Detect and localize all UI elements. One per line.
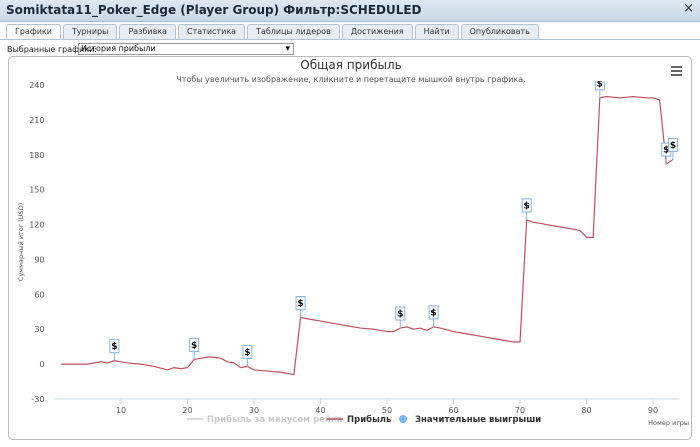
chart-subtitle: Чтобы увеличить изображение, кликните и …: [176, 75, 525, 84]
flag-box: [521, 198, 532, 213]
flag-label: $: [244, 348, 250, 358]
win-flag: $: [521, 198, 532, 220]
x-tick-label: 70: [515, 406, 525, 415]
profit-line: [61, 96, 674, 376]
x-tick-label: 10: [116, 406, 126, 415]
chart-panel: Общая прибыль Чтобы увеличить изображени…: [8, 56, 692, 440]
win-flag: $: [594, 79, 605, 98]
flag-label: $: [111, 342, 117, 352]
flag-box: [594, 81, 605, 91]
x-tick-label: 20: [182, 406, 192, 415]
flag-label: $: [191, 341, 197, 351]
legend-item[interactable]: Значительные выигрыши: [399, 415, 541, 425]
legend-item[interactable]: Прибыль: [327, 414, 391, 425]
chart: Общая прибыль Чтобы увеличить изображени…: [17, 58, 689, 427]
y-tick-label: 150: [29, 186, 44, 195]
y-tick-label: -30: [31, 395, 44, 404]
win-flag: $: [295, 296, 306, 318]
selector-label: Выбранные графики:: [7, 45, 97, 54]
y-tick-label: 210: [29, 116, 44, 125]
title-bar: Somiktata11_Poker_Edge (Player Group) Фи…: [0, 0, 700, 22]
close-button[interactable]: ×: [683, 1, 694, 16]
y-tick-label: 120: [29, 221, 44, 230]
flag-box: [667, 137, 678, 152]
flag-label: $: [430, 308, 436, 318]
legend-label: Прибыль за минусом рейка: [207, 414, 343, 425]
y-tick-label: 60: [34, 290, 44, 299]
menu-bar: [671, 74, 682, 76]
win-flag: $: [667, 137, 678, 160]
menu-bar: [671, 66, 682, 68]
flag-label: $: [397, 310, 403, 320]
tab[interactable]: Найти: [414, 24, 459, 39]
y-axis-label: Суммарный итог (USD): [17, 203, 25, 281]
tab[interactable]: Достижения: [341, 24, 413, 39]
x-tick-label: 60: [448, 406, 458, 415]
win-flag: $: [189, 337, 200, 360]
flag-box: [189, 337, 200, 352]
tab[interactable]: Турниры: [62, 24, 118, 39]
win-flag: $: [428, 305, 439, 327]
flag-label: $: [670, 141, 676, 151]
y-tick-label: 180: [29, 151, 44, 160]
flag-label: $: [663, 146, 669, 156]
flag-box: [395, 306, 406, 321]
flag-label: $: [297, 299, 303, 309]
chart-title: Общая прибыль: [300, 58, 401, 72]
flag-box: [295, 296, 306, 311]
flag-label: $: [597, 79, 603, 89]
tab[interactable]: Таблицы лидеров: [247, 24, 340, 39]
y-tick-label: 0: [39, 360, 44, 369]
flag-label: $: [524, 201, 530, 211]
flag-box: [109, 339, 120, 354]
x-tick-label: 90: [648, 406, 658, 415]
menu-button[interactable]: [671, 66, 682, 76]
legend-item[interactable]: Прибыль за минусом рейка: [187, 414, 343, 425]
tab-divider: [0, 39, 700, 40]
flag-box: [242, 344, 253, 359]
tab[interactable]: Статистика: [178, 24, 246, 39]
x-tick-label: 50: [382, 406, 392, 415]
window-title: Somiktata11_Poker_Edge (Player Group) Фи…: [6, 3, 422, 17]
y-tick-label: 240: [29, 81, 44, 90]
chart-select[interactable]: История прибыли: [78, 43, 294, 55]
legend-label: Прибыль: [347, 414, 391, 425]
menu-bar: [671, 70, 682, 72]
tab[interactable]: Разбивка: [119, 24, 177, 39]
tab[interactable]: Графики: [6, 24, 61, 39]
legend-label: Значительные выигрыши: [415, 415, 541, 425]
win-flag: $: [242, 344, 253, 367]
y-tick-label: 90: [34, 255, 44, 264]
x-tick-label: 30: [249, 406, 259, 415]
x-tick-label: 80: [581, 406, 591, 415]
x-tick-label: 40: [315, 406, 325, 415]
win-flag: $: [395, 306, 406, 329]
flag-box: [428, 305, 439, 320]
legend-symbol: [399, 415, 407, 423]
win-flag: $: [109, 339, 120, 361]
y-tick-label: 30: [34, 325, 44, 334]
x-axis-label: Номер игры: [648, 419, 689, 427]
tab[interactable]: Опубликовать: [460, 24, 539, 39]
tab-bar: Графики Турниры Разбивка Статистика Таблицы …: [6, 24, 541, 39]
